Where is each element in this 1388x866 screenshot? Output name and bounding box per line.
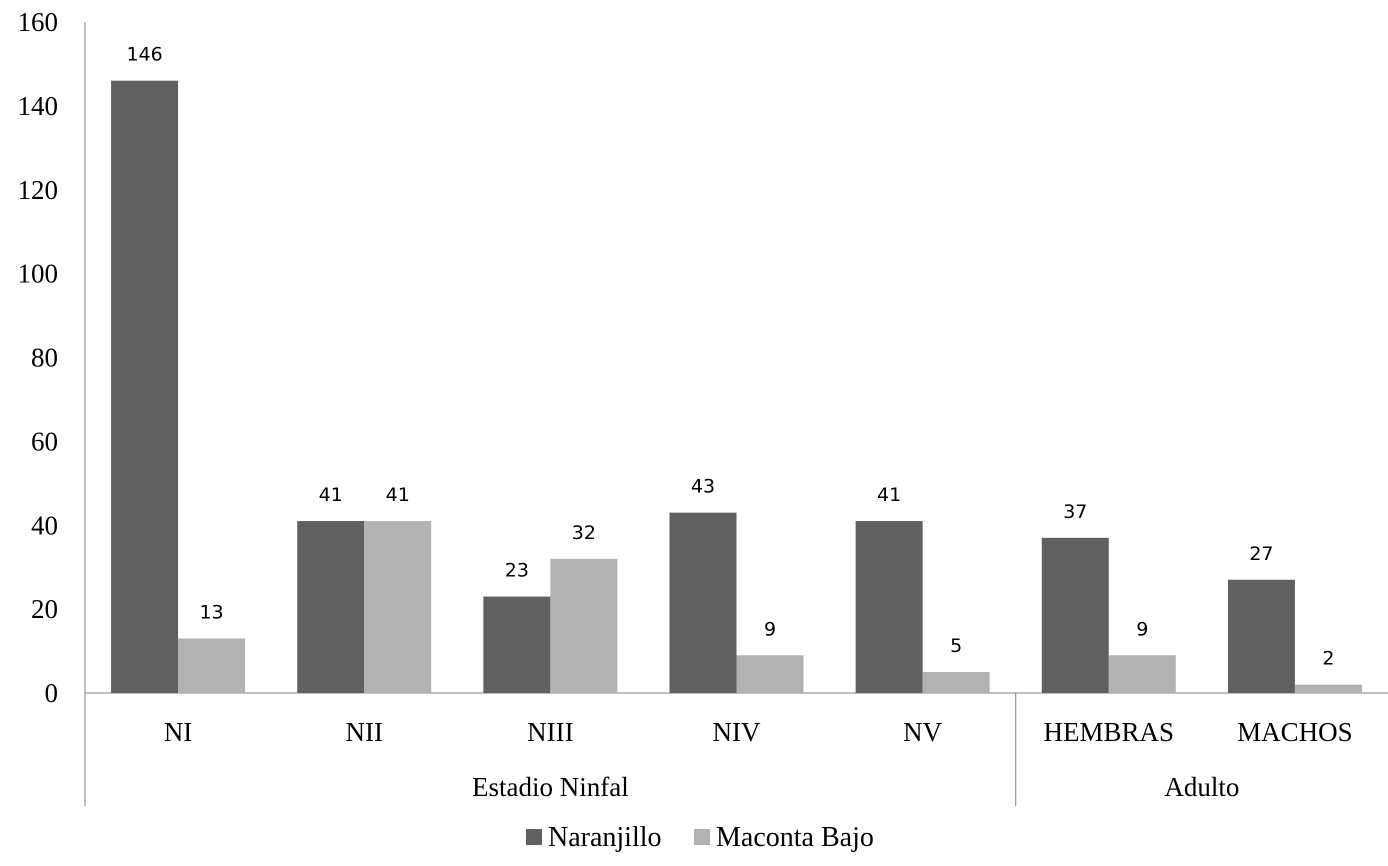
bar [483, 596, 551, 693]
y-tick-label: 0 [45, 678, 59, 708]
bar [178, 638, 246, 693]
y-tick-label: 80 [31, 343, 58, 373]
data-label: 9 [1136, 618, 1148, 640]
data-label: 13 [199, 601, 223, 623]
bar [736, 655, 804, 693]
data-label: 41 [877, 484, 901, 506]
y-tick-label: 20 [31, 594, 58, 624]
data-label: 146 [126, 44, 162, 66]
data-label: 2 [1322, 648, 1334, 670]
bar [855, 521, 923, 693]
x-tick-label: NIII [527, 717, 573, 747]
y-tick-label: 40 [31, 510, 58, 540]
bar [111, 80, 179, 693]
data-label: 41 [319, 484, 343, 506]
y-tick-label: 60 [31, 426, 58, 456]
bar [1294, 684, 1362, 693]
data-label: 41 [386, 484, 410, 506]
data-label: 5 [950, 635, 962, 657]
data-label: 43 [691, 476, 715, 498]
y-tick-label: 100 [18, 259, 59, 289]
x-tick-label: NV [903, 717, 942, 747]
legend-swatch [694, 829, 710, 845]
legend-swatch [526, 829, 542, 845]
legend-label: Maconta Bajo [716, 822, 874, 853]
bar [1041, 537, 1109, 693]
y-tick-label: 120 [18, 175, 59, 205]
data-label: 9 [764, 618, 776, 640]
legend-label: Naranjillo [548, 822, 662, 853]
x-tick-label: NIV [713, 717, 761, 747]
x-tick-label: MACHOS [1237, 717, 1353, 747]
bar [364, 521, 432, 693]
category-group-label: Estadio Ninfal [472, 772, 629, 802]
bar [1108, 655, 1176, 693]
bar [550, 558, 618, 693]
x-tick-label: HEMBRAS [1044, 717, 1175, 747]
bar [922, 672, 990, 693]
bar [1227, 579, 1295, 693]
y-tick-label: 160 [18, 7, 59, 37]
bar [669, 512, 737, 693]
data-label: 23 [505, 560, 529, 582]
data-label: 32 [572, 522, 596, 544]
data-label: 37 [1063, 501, 1087, 523]
y-tick-label: 140 [18, 91, 59, 121]
data-label: 27 [1249, 543, 1273, 565]
bar [297, 521, 365, 693]
x-tick-label: NII [345, 717, 382, 747]
category-group-label: Adulto [1164, 772, 1239, 802]
x-tick-label: NI [164, 717, 193, 747]
